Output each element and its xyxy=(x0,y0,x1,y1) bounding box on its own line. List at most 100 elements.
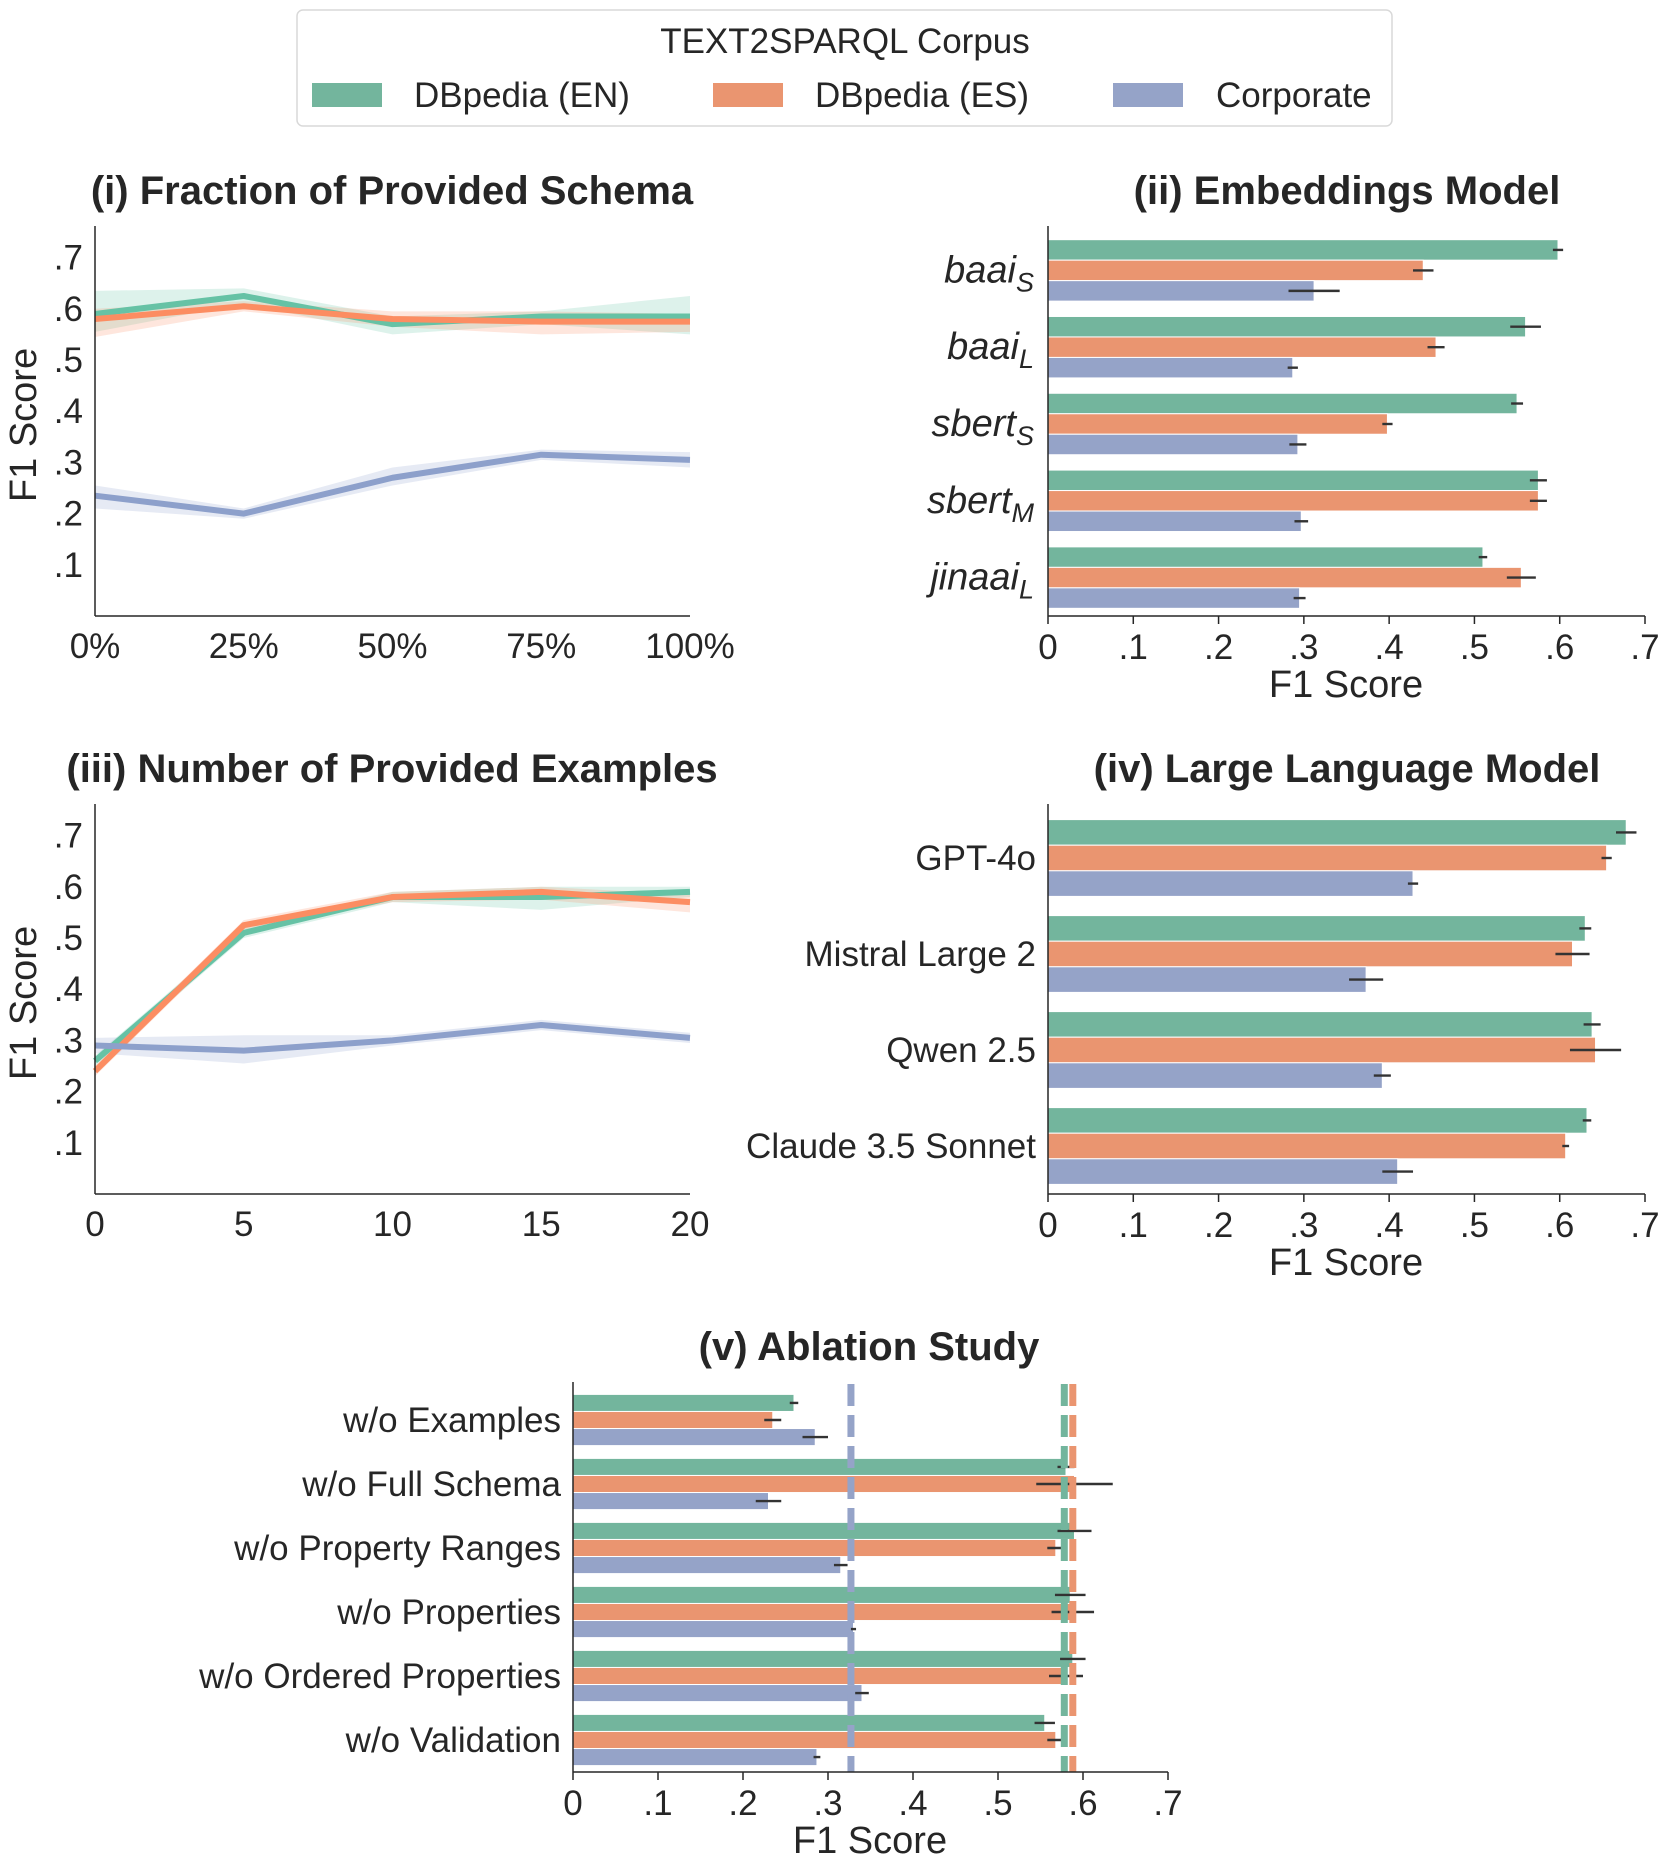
p4-bar xyxy=(1047,1158,1399,1185)
p2-bar xyxy=(1047,336,1437,358)
p5-category-label: w/o Ordered Properties xyxy=(198,1657,561,1696)
p3-ytick-label: .1 xyxy=(54,1124,83,1163)
p1-xtick-label: 75% xyxy=(506,627,576,666)
p2-category-label: sbertM xyxy=(927,480,1034,528)
p4-xtick-label: .7 xyxy=(1630,1206,1659,1245)
p4-xtick-label: .1 xyxy=(1119,1206,1148,1245)
p3-xtick-label: 20 xyxy=(671,1205,710,1244)
p5-xtick-label: .7 xyxy=(1153,1784,1182,1823)
p3-xtick-label: 15 xyxy=(522,1205,561,1244)
legend-label-dbpedia-en: DBpedia (EN) xyxy=(414,76,630,115)
p1-xtick-label: 0% xyxy=(70,627,121,666)
legend-label-corporate: Corporate xyxy=(1216,76,1372,115)
p4-category-label: Claude 3.5 Sonnet xyxy=(746,1127,1036,1166)
p4-bar xyxy=(1047,1036,1597,1064)
p5-bar xyxy=(572,1428,816,1447)
p3-ytick-label: .3 xyxy=(54,1021,83,1060)
p1-line-1 xyxy=(94,303,690,325)
p4-bar xyxy=(1047,1011,1593,1038)
p1-ytick-label: .6 xyxy=(54,290,83,329)
p4-bar xyxy=(1047,966,1367,993)
p5-xtick-label: .4 xyxy=(898,1784,927,1823)
p4-bar xyxy=(1047,819,1627,846)
p5-xtick-label: .5 xyxy=(983,1784,1012,1823)
p5-bar xyxy=(572,1585,1071,1604)
p4-bar xyxy=(1047,1132,1567,1160)
p2-bar xyxy=(1047,433,1299,456)
p2-category-label: baaiS xyxy=(944,249,1034,297)
p4-xtick-label: .4 xyxy=(1375,1206,1404,1245)
p2-bar xyxy=(1047,356,1294,379)
p2-xtick-label: .4 xyxy=(1375,628,1404,667)
p5-bar xyxy=(572,1713,1046,1732)
p5-bar xyxy=(572,1410,774,1430)
p2-xtick-label: .1 xyxy=(1119,628,1148,667)
p5-xlabel: F1 Score xyxy=(793,1820,947,1862)
legend-label-dbpedia-es: DBpedia (ES) xyxy=(815,76,1029,115)
p5-bar xyxy=(572,1649,1074,1668)
p2-bar xyxy=(1047,239,1559,261)
p1-band-2 xyxy=(95,449,690,519)
p3-xtick-label: 10 xyxy=(373,1205,412,1244)
p2-category-label: jinaaiL xyxy=(925,557,1034,605)
p3-xtick-label: 5 xyxy=(234,1205,253,1244)
legend-swatch-dbpedia-en xyxy=(312,83,382,107)
p5-category-label: w/o Validation xyxy=(345,1721,561,1760)
p4-xtick-label: .2 xyxy=(1204,1206,1233,1245)
p3-line-1 xyxy=(92,888,691,1074)
p4-bar xyxy=(1047,1107,1588,1134)
panel-title-llm: (iv) Large Language Model xyxy=(1094,747,1601,791)
p4-bar xyxy=(1047,940,1574,968)
p5-bar xyxy=(572,1521,1075,1540)
p5-xtick-label: .6 xyxy=(1068,1784,1097,1823)
p5-category-label: w/o Full Schema xyxy=(301,1465,561,1504)
p3-ytick-label: .7 xyxy=(54,817,83,856)
p4-bar xyxy=(1047,870,1414,897)
panel-title-ablation: (v) Ablation Study xyxy=(699,1325,1040,1369)
p3-ytick-label: .2 xyxy=(54,1073,83,1112)
p2-xtick-label: .6 xyxy=(1545,628,1574,667)
ablation-bar-chart: w/o Examples w/o Full Schema w/o Property … xyxy=(198,1382,1183,1823)
p5-bar xyxy=(572,1602,1074,1622)
p2-bar xyxy=(1047,510,1302,533)
p4-xtick-label: .3 xyxy=(1289,1206,1318,1245)
p4-category-label: Qwen 2.5 xyxy=(886,1031,1036,1070)
p5-bar xyxy=(572,1748,818,1767)
p1-ylabel: F1 Score xyxy=(3,348,45,502)
p5-bar xyxy=(572,1538,1057,1558)
p2-xtick-label: .7 xyxy=(1630,628,1659,667)
p1-ytick-label: .4 xyxy=(54,392,83,431)
p1-line-0 xyxy=(94,293,690,328)
p3-ytick-label: .4 xyxy=(54,970,83,1009)
p5-category-label: w/o Properties xyxy=(336,1593,561,1632)
legend-swatch-corporate xyxy=(1113,83,1183,107)
p5-xtick-label: .1 xyxy=(643,1784,672,1823)
p3-ytick-label: .6 xyxy=(54,868,83,907)
p2-bar xyxy=(1047,490,1539,512)
p1-ytick-label: .2 xyxy=(54,495,83,534)
schema-line-chart: .1 .2 .3 .4 .5 .6 .7 0% 25% 50% 75% 100% xyxy=(54,226,735,666)
p3-ytick-label: .5 xyxy=(54,919,83,958)
panel-title-embeddings: (ii) Embeddings Model xyxy=(1134,169,1561,213)
legend: TEXT2SPARQL Corpus DBpedia (EN) DBpedia … xyxy=(296,9,1393,127)
p3-line-2 xyxy=(94,1022,691,1054)
p4-category-label: Mistral Large 2 xyxy=(805,935,1036,974)
p4-bar xyxy=(1047,1062,1383,1089)
p2-category-label: sbertS xyxy=(932,403,1035,451)
p2-bar xyxy=(1047,259,1424,282)
p2-bar xyxy=(1047,566,1522,589)
p3-xtick-label: 0 xyxy=(85,1205,104,1244)
legend-title: TEXT2SPARQL Corpus xyxy=(660,22,1030,61)
examples-line-chart: .1 .2 .3 .4 .5 .6 .7 0 5 10 15 20 xyxy=(54,804,710,1244)
p2-bar xyxy=(1047,280,1315,302)
p3-band-1 xyxy=(95,886,690,1077)
p1-xtick-label: 50% xyxy=(357,627,427,666)
p5-bar xyxy=(572,1666,1067,1686)
p5-bar xyxy=(572,1393,795,1412)
p1-xtick-label: 25% xyxy=(209,627,279,666)
p1-ytick-label: .5 xyxy=(54,341,83,380)
p5-bar xyxy=(572,1492,769,1511)
p5-bar xyxy=(572,1457,1067,1476)
p4-xtick-label: .6 xyxy=(1545,1206,1574,1245)
